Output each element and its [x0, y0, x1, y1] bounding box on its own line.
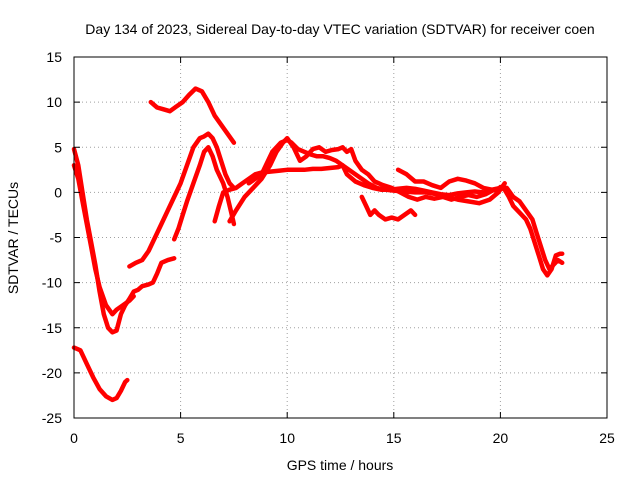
y-tick-label: -5 — [50, 230, 63, 246]
series-line-arc-4 — [127, 131, 237, 269]
grid-layer — [74, 57, 607, 418]
series-layer — [71, 86, 565, 403]
x-tick-label: 25 — [599, 430, 615, 446]
x-tick-label: 20 — [493, 430, 509, 446]
series-line-arc-3 — [71, 146, 177, 335]
y-tick-label: 0 — [54, 184, 62, 200]
series-line-arc-12 — [498, 184, 565, 278]
series-line-arc-1 — [71, 345, 130, 403]
x-axis-label: GPS time / hours — [287, 457, 394, 473]
series-line-arc-9 — [246, 137, 507, 206]
series-line-arc-5 — [171, 145, 237, 242]
axis-layer: 0 5 10 15 20 25 -25 -20 -15 -10 -5 0 5 10 15 — [42, 49, 615, 446]
x-tick-label: 5 — [177, 430, 185, 446]
y-axis-label: SDTVAR / TECUs — [5, 182, 21, 294]
series-line-arc-10 — [359, 194, 418, 222]
y-tick-label: 5 — [54, 139, 62, 155]
y-tick-label: -25 — [42, 410, 62, 426]
series-line-arc-6 — [148, 86, 237, 145]
plot-frame — [73, 56, 608, 419]
y-tick-label: -10 — [42, 275, 62, 291]
x-tick-label: 15 — [386, 430, 402, 446]
x-tick-label: 10 — [279, 430, 295, 446]
y-tick-label: -15 — [42, 320, 62, 336]
y-tick-label: -20 — [42, 365, 62, 381]
chart-title: Day 134 of 2023, Sidereal Day-to-day VTE… — [85, 21, 594, 37]
y-tick-label: 10 — [46, 94, 62, 110]
x-tick-label: 0 — [70, 430, 78, 446]
y-tick-label: 15 — [46, 49, 62, 65]
